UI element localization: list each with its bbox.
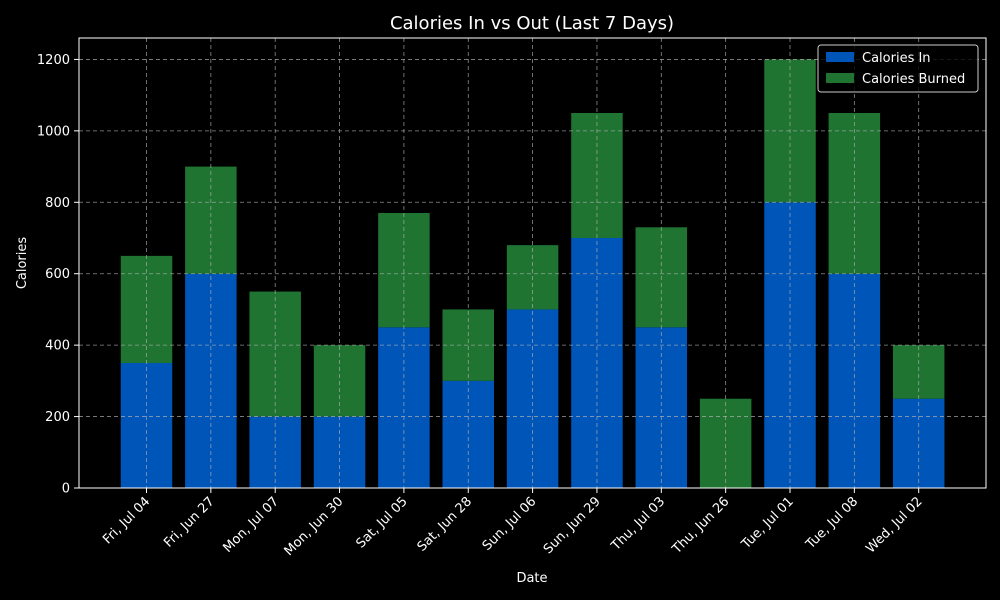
y-tick-label: 600 xyxy=(45,267,70,282)
y-tick-label: 1200 xyxy=(37,53,70,68)
y-tick-label: 400 xyxy=(45,339,70,354)
bar-calories-burned xyxy=(571,113,623,238)
y-tick-label: 1000 xyxy=(37,124,70,139)
legend-swatch xyxy=(826,73,854,83)
legend-label: Calories Burned xyxy=(862,72,965,87)
bar-calories-in xyxy=(635,327,688,488)
y-axis: 0 200 400 600 800 1000 1200 xyxy=(37,53,79,497)
legend-box xyxy=(817,44,979,93)
chart-title: Calories In vs Out (Last 7 Days) xyxy=(390,13,674,34)
grid xyxy=(79,38,986,489)
y-tick-label: 200 xyxy=(45,410,70,425)
y-tick-label: 0 xyxy=(62,482,70,497)
legend: Calories In Calories Burned xyxy=(817,44,979,93)
y-axis-label: Calories xyxy=(15,237,30,290)
y-tick-label: 800 xyxy=(45,196,70,211)
legend-label: Calories In xyxy=(862,51,931,66)
legend-swatch xyxy=(826,52,854,62)
x-axis-label: Date xyxy=(516,571,547,586)
bar-calories-in xyxy=(378,327,430,488)
